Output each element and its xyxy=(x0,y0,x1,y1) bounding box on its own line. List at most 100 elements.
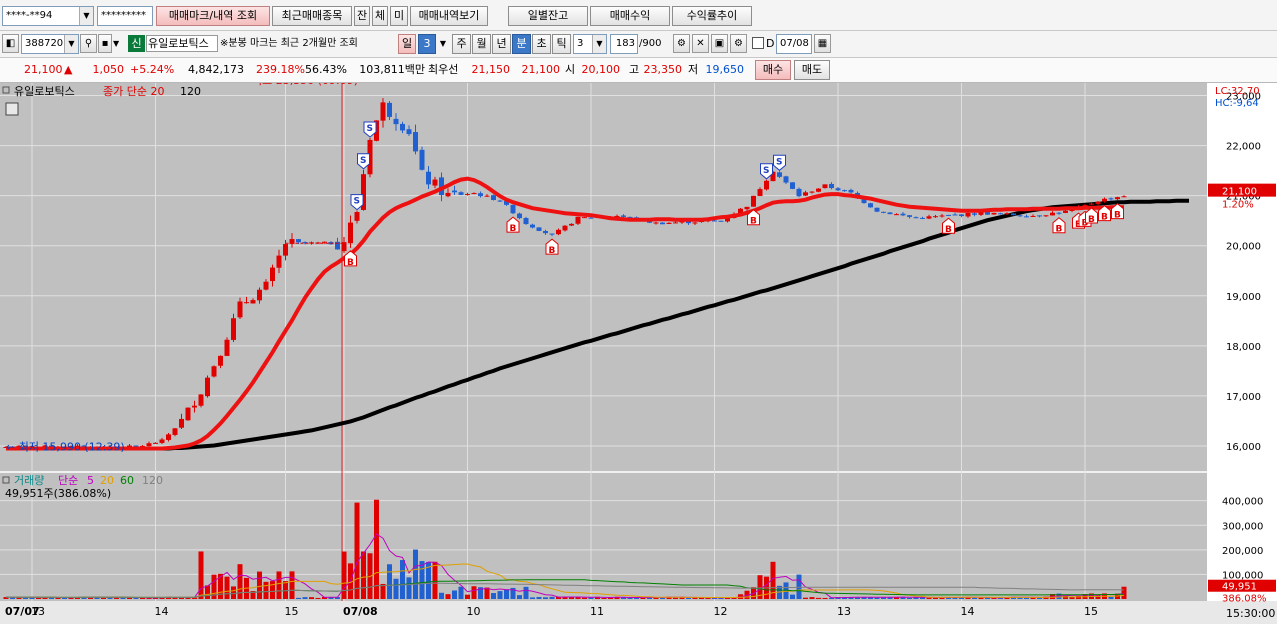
volume-bar[interactable] xyxy=(361,551,366,599)
candle[interactable] xyxy=(250,300,256,304)
volume-bar[interactable] xyxy=(1095,595,1101,599)
candle[interactable] xyxy=(413,132,418,152)
candle[interactable] xyxy=(380,102,386,121)
candle[interactable] xyxy=(569,223,574,226)
candle[interactable] xyxy=(926,216,932,219)
volume-bar[interactable] xyxy=(335,597,340,599)
candle[interactable] xyxy=(361,174,366,210)
candle[interactable] xyxy=(627,216,633,218)
candle[interactable] xyxy=(861,197,867,204)
sell-mark-icon[interactable] xyxy=(363,121,377,138)
volume-bar[interactable] xyxy=(380,583,386,599)
volume-bar[interactable] xyxy=(1069,597,1075,599)
candle[interactable] xyxy=(920,217,925,219)
volume-bar[interactable] xyxy=(634,598,639,599)
volume-bar[interactable] xyxy=(68,597,74,599)
candle[interactable] xyxy=(263,281,269,290)
volume-bar[interactable] xyxy=(692,597,698,599)
candle[interactable] xyxy=(185,407,191,421)
volume-bar[interactable] xyxy=(263,581,269,599)
buy-mark-icon[interactable] xyxy=(1052,217,1066,234)
daily-balance-button[interactable]: 일별잔고 xyxy=(508,6,588,26)
candle[interactable] xyxy=(257,289,262,301)
volume-bar[interactable] xyxy=(257,571,262,599)
volume-bar[interactable] xyxy=(783,582,789,599)
search-icon[interactable]: ⚲ xyxy=(80,34,97,53)
volume-bar[interactable] xyxy=(302,597,308,599)
period-month-button[interactable]: 월 xyxy=(472,34,491,54)
candle[interactable] xyxy=(348,222,353,244)
volume-bar[interactable] xyxy=(991,598,997,599)
candle[interactable] xyxy=(1089,203,1094,205)
volume-bar[interactable] xyxy=(458,586,464,599)
password-field[interactable]: ********* xyxy=(97,6,153,26)
sell-mark-icon[interactable] xyxy=(773,154,786,171)
volume-bar[interactable] xyxy=(354,502,360,599)
volume-bar[interactable] xyxy=(471,586,477,599)
volume-bar[interactable] xyxy=(393,578,399,599)
candle[interactable] xyxy=(1017,215,1023,217)
candle[interactable] xyxy=(751,195,756,207)
candle[interactable] xyxy=(159,439,165,443)
candle[interactable] xyxy=(998,213,1003,215)
volume-bar[interactable] xyxy=(497,591,503,599)
volume-bar[interactable] xyxy=(159,597,165,599)
candle[interactable] xyxy=(1011,213,1016,216)
candle[interactable] xyxy=(660,222,665,225)
volume-bar[interactable] xyxy=(224,576,230,599)
volume-bar[interactable] xyxy=(491,593,496,599)
volume-bar[interactable] xyxy=(140,597,145,599)
volume-bar[interactable] xyxy=(237,564,243,599)
candle[interactable] xyxy=(907,215,912,217)
candle[interactable] xyxy=(1004,213,1010,215)
volume-bar[interactable] xyxy=(504,589,509,599)
volume-bar[interactable] xyxy=(445,594,451,599)
volume-bar[interactable] xyxy=(309,597,314,599)
candle[interactable] xyxy=(738,208,743,214)
candle[interactable] xyxy=(809,191,815,193)
buy-mark-icon[interactable] xyxy=(545,238,559,255)
candle[interactable] xyxy=(939,215,945,217)
candle[interactable] xyxy=(133,445,139,447)
indicator-icon[interactable]: ⚙ xyxy=(673,34,690,53)
volume-bar[interactable] xyxy=(55,597,61,599)
candle[interactable] xyxy=(302,242,308,244)
buy-mark-icon[interactable] xyxy=(1098,204,1111,222)
candle[interactable] xyxy=(562,225,568,231)
sell-button[interactable]: 매도 xyxy=(794,60,830,80)
candle[interactable] xyxy=(354,212,360,221)
trade-history-view-button[interactable]: 매매내역보기 xyxy=(410,6,488,26)
candle[interactable] xyxy=(887,212,893,215)
candle[interactable] xyxy=(777,172,782,177)
candle[interactable] xyxy=(1115,197,1120,200)
buy-button[interactable]: 매수 xyxy=(755,60,791,80)
volume-bar[interactable] xyxy=(861,596,867,599)
candle[interactable] xyxy=(432,179,438,186)
volume-bar[interactable] xyxy=(757,575,763,599)
candle[interactable] xyxy=(666,222,672,224)
candle[interactable] xyxy=(341,242,347,252)
volume-bar[interactable] xyxy=(621,597,626,599)
candle[interactable] xyxy=(946,214,951,216)
volume-bar[interactable] xyxy=(1076,596,1081,599)
candle[interactable] xyxy=(842,190,847,192)
chevron-down-icon[interactable]: ▼ xyxy=(439,39,447,48)
volume-bar[interactable] xyxy=(452,590,457,599)
candle[interactable] xyxy=(549,233,555,235)
volume-bar[interactable] xyxy=(322,596,327,599)
candle[interactable] xyxy=(764,180,769,190)
candle[interactable] xyxy=(679,221,685,223)
candle[interactable] xyxy=(582,217,587,219)
volume-bar[interactable] xyxy=(250,591,256,599)
volume-bar[interactable] xyxy=(146,597,152,599)
options-icon[interactable]: ▪ xyxy=(98,34,112,53)
candle[interactable] xyxy=(894,214,899,216)
candle[interactable] xyxy=(465,194,470,196)
candle[interactable] xyxy=(471,193,477,195)
volume-bar[interactable] xyxy=(556,596,561,599)
candle[interactable] xyxy=(822,184,828,189)
volume-bar[interactable] xyxy=(231,586,236,599)
volume-bar[interactable] xyxy=(816,597,821,599)
candle[interactable] xyxy=(166,434,171,440)
candle[interactable] xyxy=(478,193,483,197)
